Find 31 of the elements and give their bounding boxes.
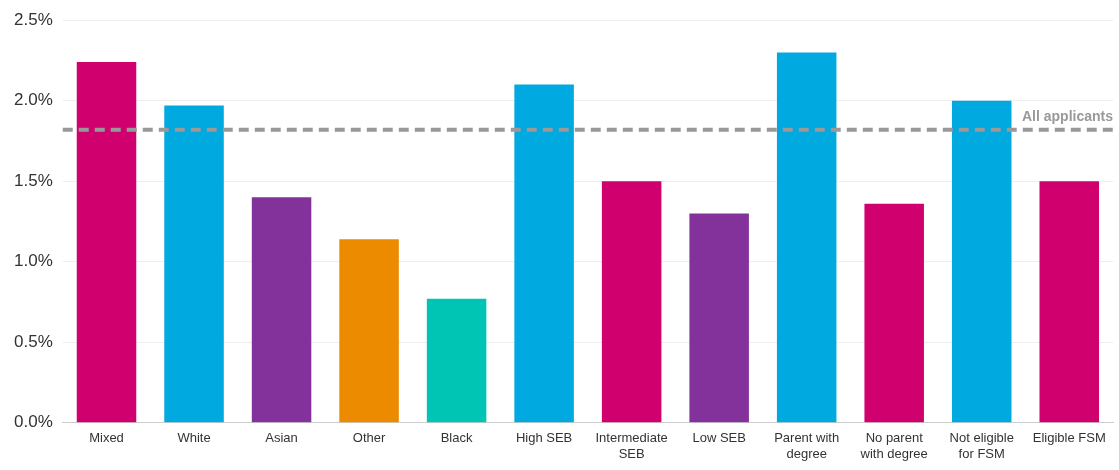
ref-line-label: All applicants xyxy=(1021,107,1114,124)
y-tick-label: 2.5% xyxy=(14,9,53,29)
x-tick-label: High SEB xyxy=(515,430,573,446)
x-tick-label: Not eligible for FSM xyxy=(949,430,1014,461)
bar xyxy=(514,84,574,423)
x-tick-label: Low SEB xyxy=(692,430,746,446)
bar xyxy=(1039,181,1099,423)
x-tick-label: Eligible FSM xyxy=(1032,430,1106,446)
bar xyxy=(164,105,224,423)
bar xyxy=(951,100,1012,423)
x-tick-label: White xyxy=(177,430,211,446)
x-tick-label: Black xyxy=(440,430,473,446)
bar xyxy=(426,298,487,423)
bar xyxy=(601,181,662,423)
y-tick-label: 2.0% xyxy=(14,90,53,110)
x-tick-label: Parent with degree xyxy=(774,430,840,461)
x-tick-label: Mixed xyxy=(89,430,124,446)
bar xyxy=(339,239,399,423)
bar xyxy=(251,197,312,423)
y-tick-label: 0.0% xyxy=(14,412,53,432)
x-tick-label: Other xyxy=(352,430,386,446)
y-tick-label: 1.0% xyxy=(14,251,53,271)
bar xyxy=(776,52,837,423)
bar xyxy=(689,213,749,423)
x-tick-label: Intermediate SEB xyxy=(595,430,668,461)
bar xyxy=(864,203,924,423)
x-tick-label: No parent with degree xyxy=(859,430,928,461)
y-tick-label: 0.5% xyxy=(14,331,53,351)
bar xyxy=(76,62,137,423)
y-tick-label: 1.5% xyxy=(14,170,53,190)
x-tick-label: Asian xyxy=(265,430,298,446)
